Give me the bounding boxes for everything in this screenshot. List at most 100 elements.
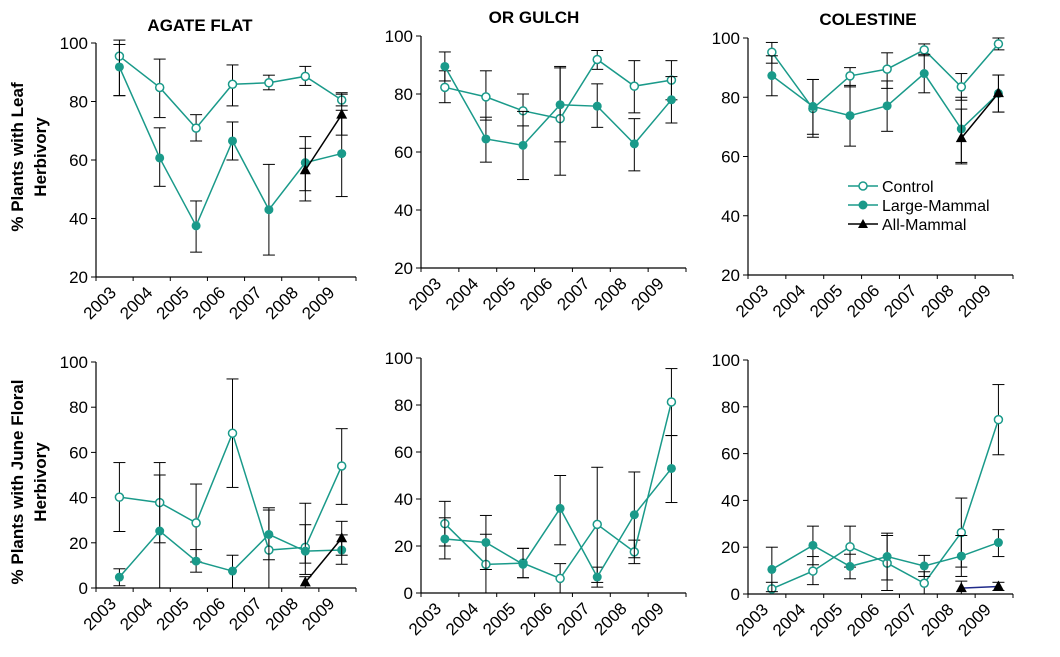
data-point-large-mammal bbox=[555, 503, 565, 513]
y-tick-label: 80 bbox=[69, 93, 88, 112]
data-point-control bbox=[114, 492, 125, 502]
y-tick-label: 80 bbox=[721, 398, 740, 417]
data-point-all-mammal bbox=[299, 576, 311, 587]
x-tick-label: 2007 bbox=[553, 274, 593, 314]
y-tick-label: 20 bbox=[721, 266, 740, 285]
x-tick-label: 2007 bbox=[880, 281, 920, 321]
y-tick-label: 100 bbox=[385, 27, 413, 46]
y-tick-label: 100 bbox=[712, 29, 740, 48]
y-tick-label: 100 bbox=[60, 353, 88, 372]
data-point-control bbox=[845, 541, 855, 552]
data-point-large-mammal bbox=[592, 101, 602, 111]
data-point-large-mammal bbox=[592, 572, 602, 582]
y-tick-label: 60 bbox=[394, 143, 413, 162]
data-point-large-mammal bbox=[114, 62, 124, 72]
data-point-large-mammal bbox=[300, 546, 310, 556]
data-point-large-mammal bbox=[666, 463, 676, 473]
y-tick-label: 20 bbox=[69, 534, 88, 553]
data-point-control bbox=[956, 82, 967, 92]
data-point-control bbox=[555, 573, 565, 584]
control-series-line bbox=[119, 430, 343, 551]
y-tick-label: 60 bbox=[721, 148, 740, 167]
data-point-large-mammal bbox=[191, 556, 201, 566]
x-tick-label: 2003 bbox=[405, 599, 445, 639]
panel-title: COLESTINE bbox=[819, 10, 916, 29]
data-point-large-mammal bbox=[440, 61, 450, 71]
y-tick-label: 40 bbox=[69, 489, 88, 508]
data-point-control bbox=[440, 82, 450, 93]
data-point-large-mammal bbox=[440, 534, 450, 544]
data-point-control bbox=[227, 79, 238, 89]
data-point-large-mammal bbox=[518, 140, 528, 150]
row-label-floral-line1: % Plants with June Floral bbox=[8, 380, 27, 585]
legend-control-label: Control bbox=[882, 179, 934, 196]
large-mammal-series-line bbox=[118, 66, 342, 228]
x-tick-label: 2009 bbox=[298, 283, 338, 323]
data-point-control bbox=[191, 123, 201, 133]
all-mammal-series-line bbox=[304, 114, 343, 171]
x-tick-label: 2009 bbox=[628, 599, 668, 639]
data-point-control bbox=[767, 47, 777, 57]
y-tick-label: 40 bbox=[394, 201, 413, 220]
data-point-control bbox=[919, 45, 929, 55]
data-point-control bbox=[481, 92, 491, 102]
data-point-large-mammal bbox=[337, 149, 347, 159]
x-tick-label: 2009 bbox=[298, 594, 338, 634]
legend-control-marker bbox=[858, 181, 868, 191]
data-point-large-mammal bbox=[228, 136, 237, 146]
panels: 204060801002003200420052006200720082009A… bbox=[60, 8, 1014, 640]
data-point-large-mammal bbox=[555, 100, 565, 110]
y-tick-label: 20 bbox=[69, 268, 88, 287]
x-tick-label: 2007 bbox=[880, 600, 920, 640]
data-point-control bbox=[336, 461, 347, 471]
data-point-control bbox=[592, 54, 602, 65]
y-tick-label: 80 bbox=[394, 85, 413, 104]
y-tick-label: 100 bbox=[712, 351, 740, 370]
data-point-control bbox=[919, 578, 929, 588]
x-tick-label: 2003 bbox=[405, 274, 445, 314]
x-tick-label: 2004 bbox=[769, 600, 809, 640]
data-point-large-mammal bbox=[919, 69, 929, 79]
data-point-all-mammal bbox=[955, 582, 967, 593]
data-point-control bbox=[666, 397, 677, 407]
data-point-large-mammal bbox=[155, 153, 165, 163]
data-point-large-mammal bbox=[629, 139, 639, 149]
y-tick-label: 60 bbox=[69, 443, 88, 462]
data-point-large-mammal bbox=[845, 111, 855, 121]
data-point-all-mammal bbox=[336, 532, 348, 543]
x-tick-label: 2004 bbox=[442, 599, 482, 639]
legend-all-mammal-marker bbox=[858, 219, 868, 228]
legend: Control Large-Mammal All-Mammal bbox=[848, 179, 990, 234]
x-tick-label: 2005 bbox=[806, 281, 846, 321]
data-point-all-mammal bbox=[992, 87, 1004, 98]
x-tick-label: 2004 bbox=[442, 274, 482, 314]
y-tick-label: 20 bbox=[721, 538, 740, 557]
data-point-all-mammal bbox=[992, 580, 1004, 591]
control-series-line bbox=[118, 55, 343, 130]
legend-all-mammal-label: All-Mammal bbox=[882, 217, 966, 234]
x-tick-label: 2008 bbox=[590, 599, 630, 639]
x-tick-label: 2003 bbox=[732, 281, 772, 321]
y-tick-label: 0 bbox=[731, 585, 740, 604]
data-point-large-mammal bbox=[191, 221, 201, 231]
x-tick-label: 2003 bbox=[732, 600, 772, 640]
data-point-large-mammal bbox=[808, 540, 818, 550]
x-tick-label: 2004 bbox=[116, 594, 156, 634]
data-point-control bbox=[264, 78, 274, 88]
row-label-leaf-line2: Herbivory bbox=[31, 117, 50, 197]
all-mammal-series-line bbox=[960, 92, 1000, 139]
x-tick-label: 2006 bbox=[843, 600, 883, 640]
y-tick-label: 80 bbox=[721, 88, 740, 107]
x-tick-label: 2006 bbox=[843, 281, 883, 321]
x-tick-label: 2005 bbox=[153, 283, 193, 323]
data-point-large-mammal bbox=[481, 537, 491, 547]
data-point-all-mammal bbox=[955, 132, 967, 143]
data-point-control bbox=[993, 414, 1004, 425]
x-tick-label: 2006 bbox=[516, 274, 556, 314]
x-tick-label: 2006 bbox=[189, 283, 229, 323]
x-tick-label: 2008 bbox=[917, 600, 957, 640]
x-tick-label: 2005 bbox=[153, 594, 193, 634]
x-tick-label: 2008 bbox=[262, 283, 302, 323]
